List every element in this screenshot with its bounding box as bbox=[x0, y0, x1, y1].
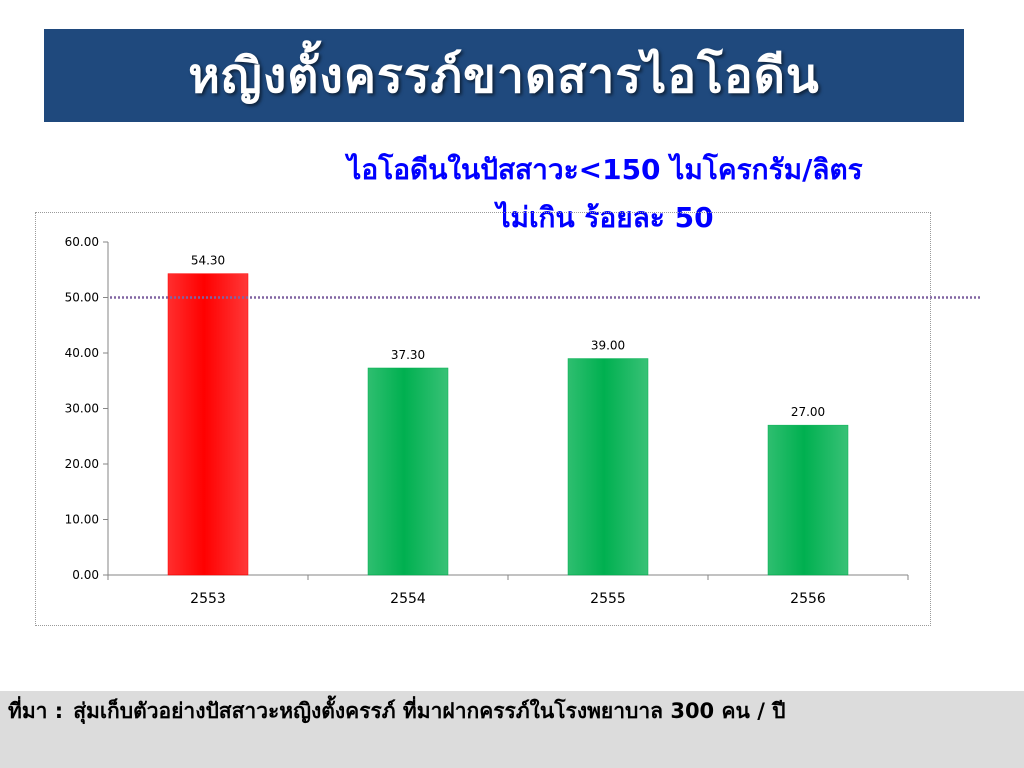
title-banner: หญิงตั้งครรภ์ขาดสารไอโอดีน bbox=[44, 29, 964, 122]
y-tick-label: 40.00 bbox=[65, 346, 99, 360]
source-footer: ที่มา : สุ่มเก็บตัวอย่างปัสสาวะหญิงตั้งคร… bbox=[0, 691, 1024, 768]
source-note: ที่มา : สุ่มเก็บตัวอย่างปัสสาวะหญิงตั้งคร… bbox=[8, 697, 1012, 726]
subtitle-line-2: ไม่เกิน ร้อยละ 50 bbox=[496, 201, 714, 234]
slide-title: หญิงตั้งครรภ์ขาดสารไอโอดีน bbox=[188, 47, 820, 104]
y-tick-label: 20.00 bbox=[65, 457, 99, 471]
subtitle-line-1: ไอโอดีนในปัสสาวะ<150 ไมโครกรัม/ลิตร bbox=[347, 153, 863, 186]
y-tick-label: 50.00 bbox=[65, 291, 99, 305]
x-tick-label: 2556 bbox=[790, 591, 826, 607]
x-tick-label: 2555 bbox=[590, 591, 626, 607]
bar-2553 bbox=[167, 273, 249, 576]
source-text: สุ่มเก็บตัวอย่างปัสสาวะหญิงตั้งครรภ์ ที่… bbox=[73, 699, 786, 723]
bar-2555 bbox=[567, 358, 649, 576]
chart-subtitle: ไอโอดีนในปัสสาวะ<150 ไมโครกรัม/ลิตร ไม่เ… bbox=[250, 146, 960, 242]
bar-2556 bbox=[767, 424, 849, 576]
bar-value-label: 39.00 bbox=[591, 339, 625, 353]
bar-2554 bbox=[367, 367, 449, 576]
bar-value-label: 27.00 bbox=[791, 405, 825, 419]
bar-value-label: 54.30 bbox=[191, 254, 225, 268]
source-label: ที่มา : bbox=[8, 699, 64, 723]
x-tick-label: 2553 bbox=[190, 591, 226, 607]
y-tick-label: 30.00 bbox=[65, 402, 99, 416]
x-tick-label: 2554 bbox=[390, 591, 426, 607]
y-tick-label: 10.00 bbox=[65, 513, 99, 527]
chart-frame: 0.00 10.00 20.00 30.00 40.00 50.00 60.00 54.30 2… bbox=[35, 212, 980, 626]
bar-value-label: 37.30 bbox=[391, 348, 425, 362]
y-tick-label: 0.00 bbox=[72, 568, 99, 582]
y-tick-label: 60.00 bbox=[65, 235, 99, 249]
bar-chart: 0.00 10.00 20.00 30.00 40.00 50.00 60.00 54.30 2… bbox=[65, 235, 980, 607]
